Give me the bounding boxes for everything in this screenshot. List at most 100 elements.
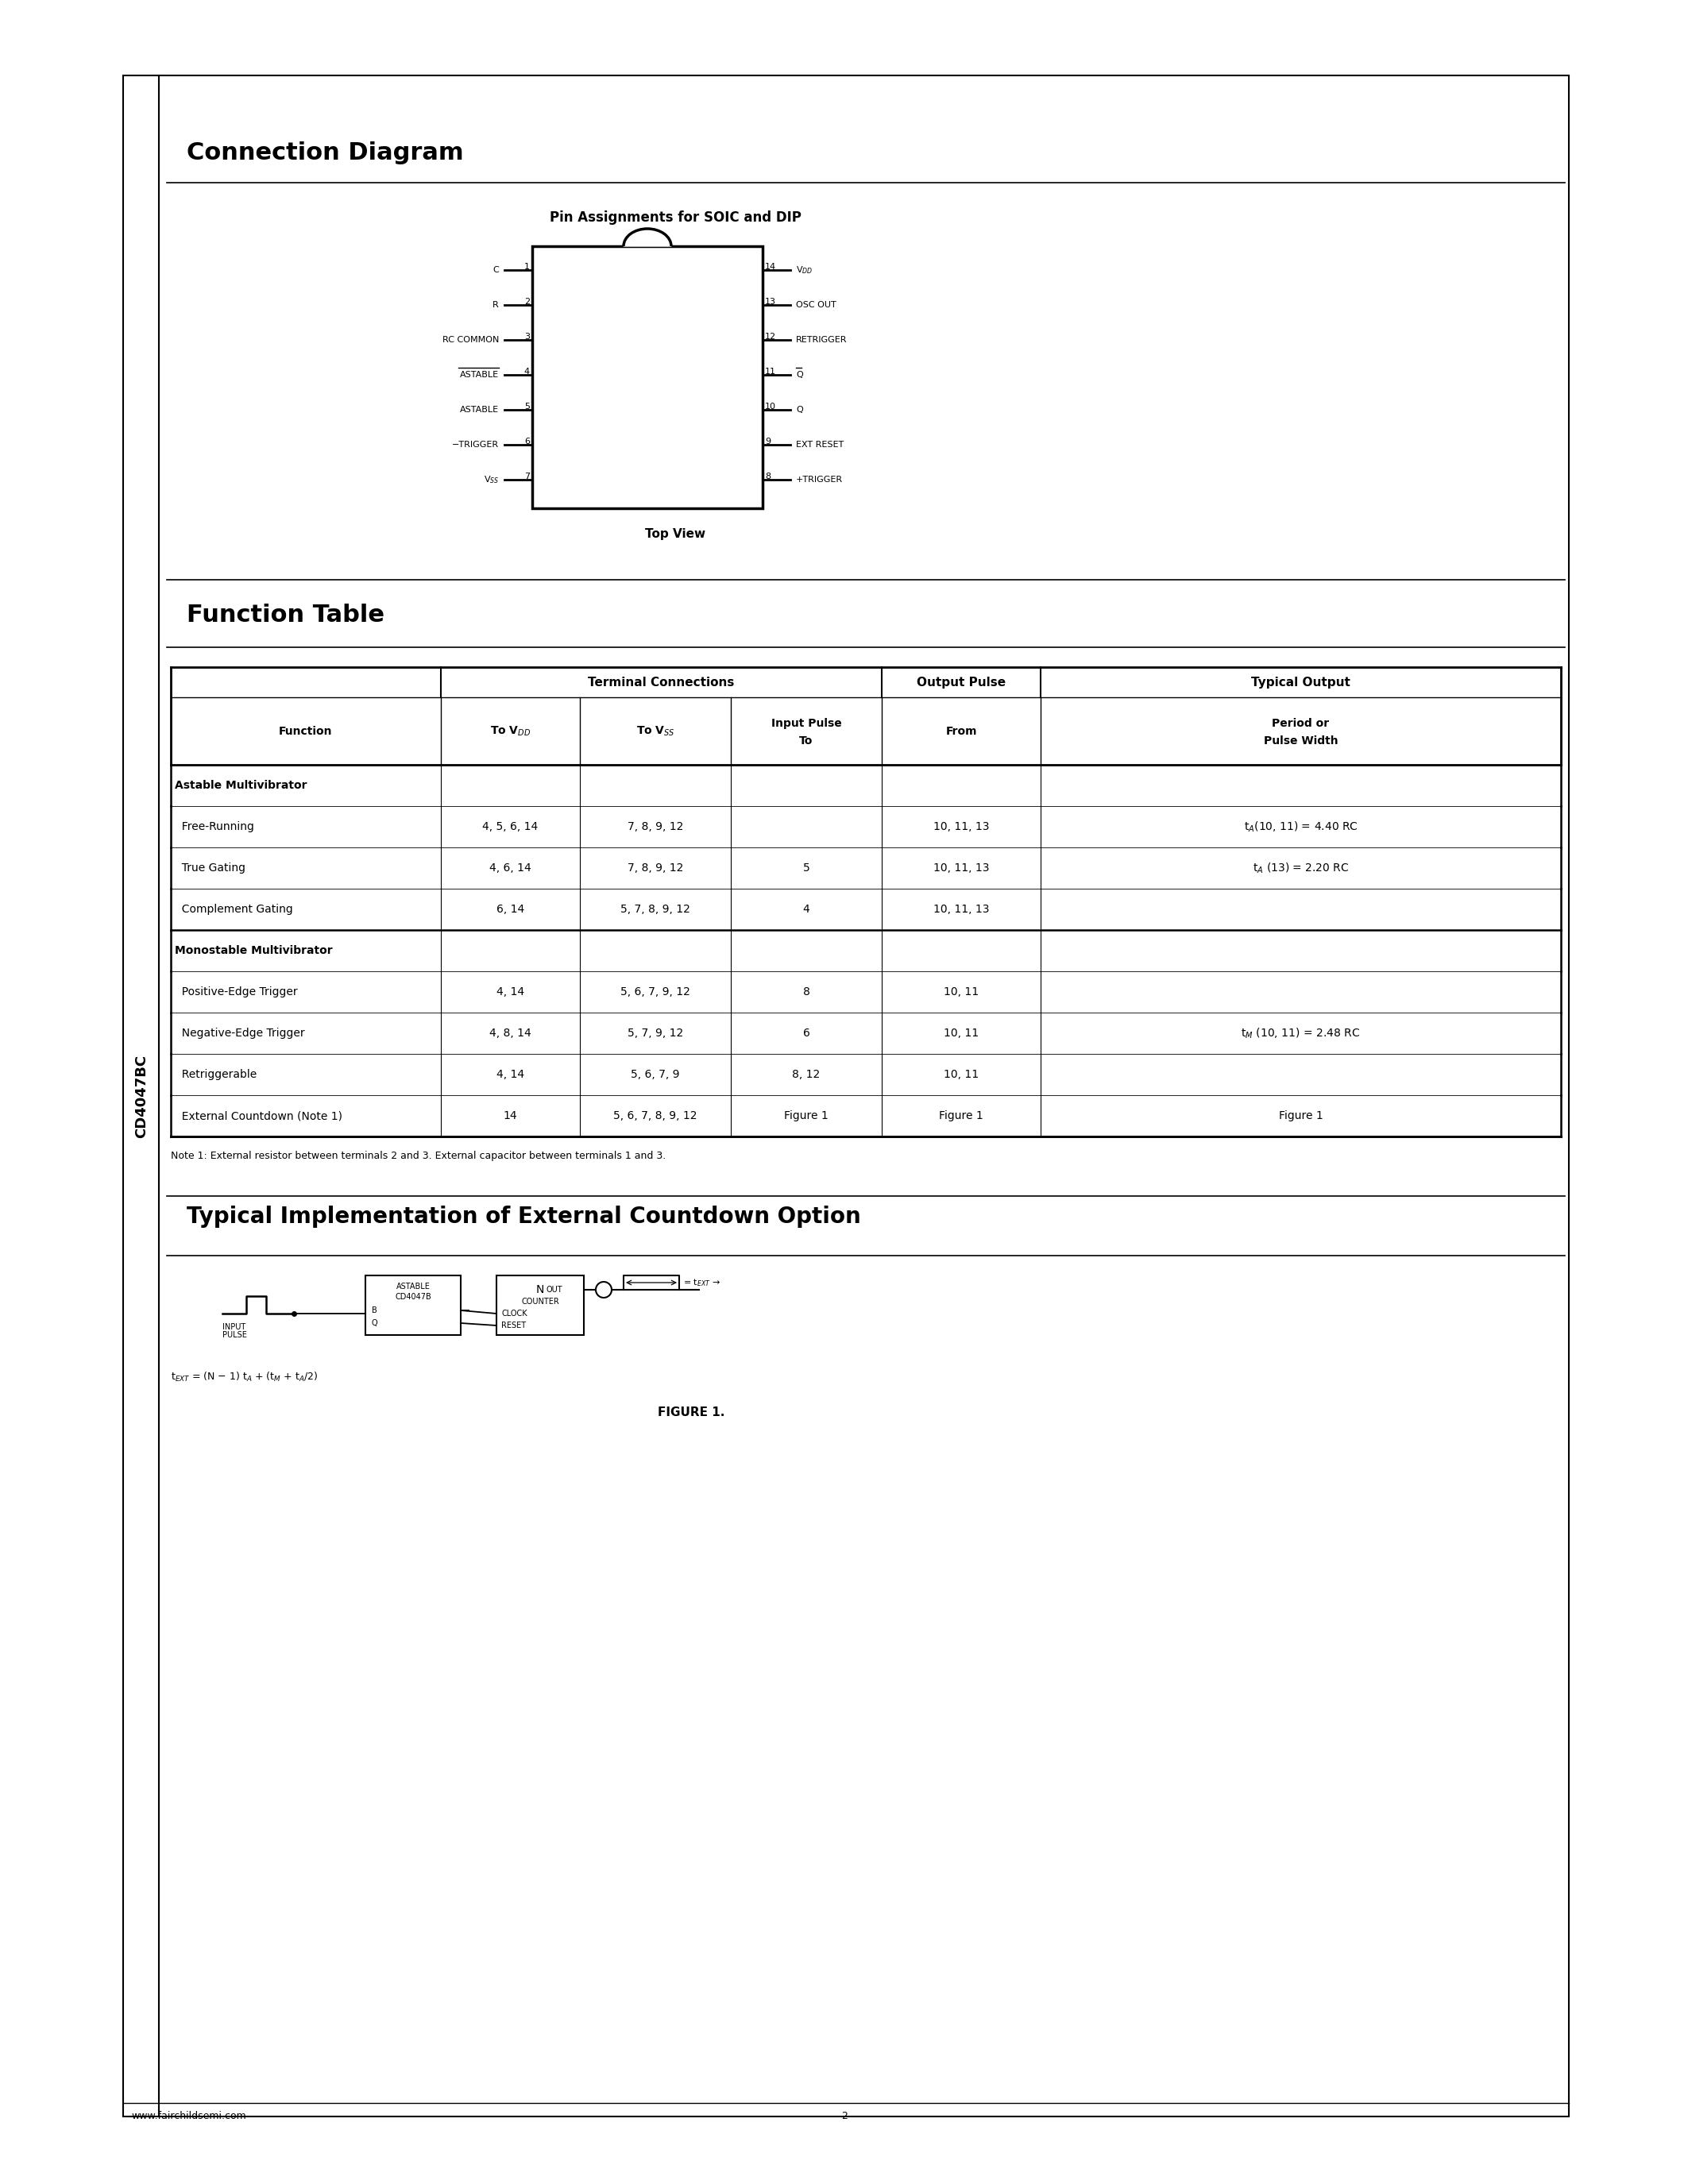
Bar bbox=[123, 76, 1568, 2116]
Text: 13: 13 bbox=[765, 297, 776, 306]
Text: 10: 10 bbox=[765, 402, 776, 411]
Text: Connection Diagram: Connection Diagram bbox=[187, 142, 464, 164]
Text: ASTABLE: ASTABLE bbox=[459, 406, 500, 413]
Text: Free-Running: Free-Running bbox=[176, 821, 255, 832]
Text: External Countdown (Note 1): External Countdown (Note 1) bbox=[176, 1109, 343, 1120]
Text: To V$_{DD}$: To V$_{DD}$ bbox=[490, 725, 530, 738]
Text: RESET: RESET bbox=[501, 1321, 527, 1330]
Text: FIGURE 1.: FIGURE 1. bbox=[658, 1406, 724, 1417]
Text: Period or: Period or bbox=[1273, 719, 1330, 729]
Text: Typical Output: Typical Output bbox=[1251, 677, 1350, 688]
Text: 10, 11, 13: 10, 11, 13 bbox=[933, 821, 989, 832]
Wedge shape bbox=[623, 223, 672, 247]
Text: 7, 8, 9, 12: 7, 8, 9, 12 bbox=[628, 863, 684, 874]
Text: 5: 5 bbox=[525, 402, 530, 411]
Text: Monostable Multivibrator: Monostable Multivibrator bbox=[176, 946, 333, 957]
Text: Q: Q bbox=[797, 406, 803, 413]
Text: To: To bbox=[800, 736, 814, 747]
Text: Note 1: External resistor between terminals 2 and 3. External capacitor between : Note 1: External resistor between termin… bbox=[170, 1151, 665, 1162]
Text: Output Pulse: Output Pulse bbox=[917, 677, 1006, 688]
Text: To V$_{SS}$: To V$_{SS}$ bbox=[636, 725, 675, 738]
Text: Typical Implementation of External Countdown Option: Typical Implementation of External Count… bbox=[187, 1206, 861, 1227]
Text: Pin Assignments for SOIC and DIP: Pin Assignments for SOIC and DIP bbox=[549, 210, 802, 225]
Text: 3: 3 bbox=[525, 332, 530, 341]
Text: 14: 14 bbox=[503, 1109, 517, 1120]
Text: t$_A$ (13) = 2.20 RC: t$_A$ (13) = 2.20 RC bbox=[1252, 860, 1349, 876]
Text: 5, 7, 8, 9, 12: 5, 7, 8, 9, 12 bbox=[621, 904, 690, 915]
Text: Function: Function bbox=[279, 725, 333, 736]
Text: True Gating: True Gating bbox=[176, 863, 245, 874]
Text: EXT RESET: EXT RESET bbox=[797, 441, 844, 448]
Text: 5: 5 bbox=[803, 863, 810, 874]
Text: −TRIGGER: −TRIGGER bbox=[452, 441, 500, 448]
Text: 6: 6 bbox=[803, 1029, 810, 1040]
Text: Figure 1: Figure 1 bbox=[785, 1109, 829, 1120]
Text: 4, 14: 4, 14 bbox=[496, 1068, 525, 1081]
Text: 8: 8 bbox=[765, 472, 771, 480]
Text: Q: Q bbox=[797, 371, 803, 378]
Text: Retriggerable: Retriggerable bbox=[176, 1068, 257, 1081]
Text: Figure 1: Figure 1 bbox=[939, 1109, 984, 1120]
Text: 10, 11, 13: 10, 11, 13 bbox=[933, 904, 989, 915]
Text: 4: 4 bbox=[525, 367, 530, 376]
Text: ASTABLE: ASTABLE bbox=[459, 371, 500, 378]
Text: RC COMMON: RC COMMON bbox=[442, 336, 500, 343]
Text: CD4047B: CD4047B bbox=[395, 1293, 430, 1302]
Text: PULSE: PULSE bbox=[223, 1330, 246, 1339]
Text: Positive-Edge Trigger: Positive-Edge Trigger bbox=[176, 987, 297, 998]
Text: Pulse Width: Pulse Width bbox=[1264, 736, 1339, 747]
Text: 4, 5, 6, 14: 4, 5, 6, 14 bbox=[483, 821, 538, 832]
Text: Input Pulse: Input Pulse bbox=[771, 719, 842, 729]
Text: 6: 6 bbox=[525, 437, 530, 446]
Text: 5, 6, 7, 8, 9, 12: 5, 6, 7, 8, 9, 12 bbox=[613, 1109, 697, 1120]
Text: From: From bbox=[945, 725, 977, 736]
Text: Negative-Edge Trigger: Negative-Edge Trigger bbox=[176, 1029, 306, 1040]
Text: N: N bbox=[537, 1284, 544, 1295]
Text: 5, 7, 9, 12: 5, 7, 9, 12 bbox=[628, 1029, 684, 1040]
Text: 4, 14: 4, 14 bbox=[496, 987, 525, 998]
Text: Complement Gating: Complement Gating bbox=[176, 904, 294, 915]
Text: 10, 11: 10, 11 bbox=[944, 987, 979, 998]
Text: ASTABLE: ASTABLE bbox=[397, 1282, 430, 1291]
Text: RETRIGGER: RETRIGGER bbox=[797, 336, 847, 343]
Text: R: R bbox=[493, 301, 500, 308]
Text: OSC OUT: OSC OUT bbox=[797, 301, 836, 308]
Bar bbox=[365, 1275, 461, 1334]
Text: t$_{EXT}$ = (N − 1) t$_A$ + (t$_M$ + t$_A$/2): t$_{EXT}$ = (N − 1) t$_A$ + (t$_M$ + t$_… bbox=[170, 1372, 317, 1382]
Text: 10, 11: 10, 11 bbox=[944, 1068, 979, 1081]
Text: CD4047BC: CD4047BC bbox=[135, 1055, 149, 1138]
Text: V$_{SS}$: V$_{SS}$ bbox=[483, 474, 500, 485]
Text: = t$_{EXT}$ →: = t$_{EXT}$ → bbox=[684, 1278, 721, 1289]
Text: 2: 2 bbox=[525, 297, 530, 306]
Circle shape bbox=[596, 1282, 611, 1297]
Text: 12: 12 bbox=[765, 332, 776, 341]
Text: 6, 14: 6, 14 bbox=[496, 904, 525, 915]
Bar bbox=[532, 247, 763, 509]
Text: t$_A$(10, 11) = 4.40 RC: t$_A$(10, 11) = 4.40 RC bbox=[1244, 819, 1357, 834]
Text: Figure 1: Figure 1 bbox=[1278, 1109, 1323, 1120]
Text: 4: 4 bbox=[803, 904, 810, 915]
Text: 4, 6, 14: 4, 6, 14 bbox=[490, 863, 532, 874]
Text: 5, 6, 7, 9, 12: 5, 6, 7, 9, 12 bbox=[621, 987, 690, 998]
Text: 7: 7 bbox=[525, 472, 530, 480]
Text: 11: 11 bbox=[765, 367, 776, 376]
Text: t$_M$ (10, 11) = 2.48 RC: t$_M$ (10, 11) = 2.48 RC bbox=[1241, 1026, 1361, 1040]
Text: Astable Multivibrator: Astable Multivibrator bbox=[176, 780, 307, 791]
Text: Top View: Top View bbox=[645, 529, 706, 539]
Text: B: B bbox=[371, 1306, 376, 1315]
Text: V$_{DD}$: V$_{DD}$ bbox=[797, 264, 814, 275]
Text: 2: 2 bbox=[841, 2112, 847, 2121]
Text: 9: 9 bbox=[765, 437, 771, 446]
Text: Function Table: Function Table bbox=[187, 603, 385, 627]
Text: www.fairchildsemi.com: www.fairchildsemi.com bbox=[132, 2112, 246, 2121]
Text: INPUT: INPUT bbox=[223, 1324, 246, 1330]
Text: 4, 8, 14: 4, 8, 14 bbox=[490, 1029, 532, 1040]
Text: 7, 8, 9, 12: 7, 8, 9, 12 bbox=[628, 821, 684, 832]
Text: Q: Q bbox=[371, 1319, 378, 1328]
Text: 1: 1 bbox=[525, 262, 530, 271]
Text: 8: 8 bbox=[803, 987, 810, 998]
Text: 14: 14 bbox=[765, 262, 776, 271]
Text: 10, 11: 10, 11 bbox=[944, 1029, 979, 1040]
Text: +TRIGGER: +TRIGGER bbox=[797, 476, 842, 483]
Text: C: C bbox=[493, 266, 500, 273]
